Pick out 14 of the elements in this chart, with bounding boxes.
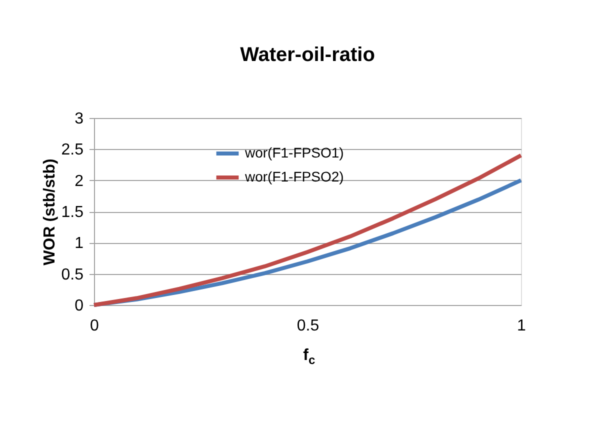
legend-label: wor(F1-FPSO1) [244, 144, 344, 160]
y-tick-label: 2.5 [61, 142, 84, 159]
y-axis-title: WOR (stb/stb) [41, 158, 58, 266]
y-tick-label: 3 [74, 110, 84, 128]
y-tick-label: 0.5 [61, 266, 84, 284]
chart-title: Water-oil-ratio [240, 44, 375, 66]
x-tick-label: 1 [517, 318, 526, 334]
legend-label: wor(F1-FPSO2) [244, 168, 344, 184]
y-tick-label: 1 [74, 235, 84, 252]
y-tick-label: 1.5 [61, 204, 84, 221]
y-tick-label: 2 [74, 172, 84, 190]
x-tick-label: 0.5 [296, 318, 320, 334]
x-tick-label: 0 [90, 318, 100, 334]
y-tick-label: 0 [74, 298, 84, 314]
